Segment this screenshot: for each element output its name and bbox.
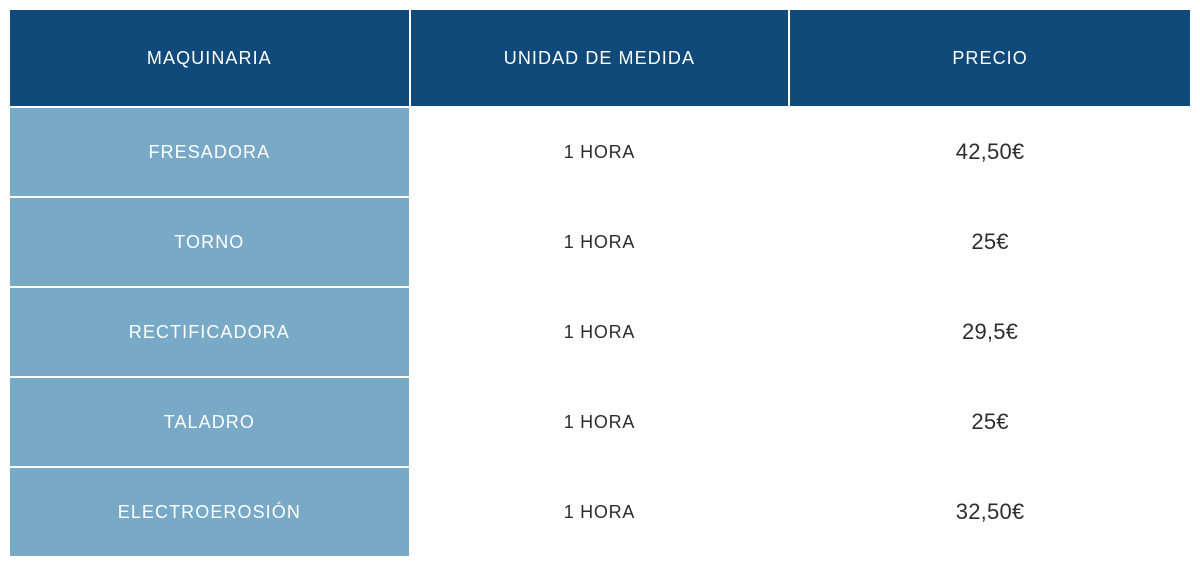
table-row: TALADRO 1 HORA 25€	[10, 378, 1190, 466]
cell-precio: 25€	[790, 378, 1190, 466]
header-maquinaria: MAQUINARIA	[10, 10, 409, 106]
table-row: RECTIFICADORA 1 HORA 29,5€	[10, 288, 1190, 376]
cell-maquinaria: ELECTROEROSIÓN	[10, 468, 409, 556]
table-row: TORNO 1 HORA 25€	[10, 198, 1190, 286]
cell-precio: 29,5€	[790, 288, 1190, 376]
cell-maquinaria: TORNO	[10, 198, 409, 286]
cell-precio: 42,50€	[790, 108, 1190, 196]
header-unidad: UNIDAD DE MEDIDA	[411, 10, 788, 106]
cell-unidad: 1 HORA	[411, 288, 788, 376]
cell-maquinaria: TALADRO	[10, 378, 409, 466]
cell-unidad: 1 HORA	[411, 378, 788, 466]
table-header-row: MAQUINARIA UNIDAD DE MEDIDA PRECIO	[10, 10, 1190, 106]
cell-unidad: 1 HORA	[411, 198, 788, 286]
cell-maquinaria: RECTIFICADORA	[10, 288, 409, 376]
cell-unidad: 1 HORA	[411, 108, 788, 196]
cell-precio: 32,50€	[790, 468, 1190, 556]
cell-unidad: 1 HORA	[411, 468, 788, 556]
cell-precio: 25€	[790, 198, 1190, 286]
table-row: FRESADORA 1 HORA 42,50€	[10, 108, 1190, 196]
table-row: ELECTROEROSIÓN 1 HORA 32,50€	[10, 468, 1190, 556]
header-precio: PRECIO	[790, 10, 1190, 106]
cell-maquinaria: FRESADORA	[10, 108, 409, 196]
machinery-pricing-table: MAQUINARIA UNIDAD DE MEDIDA PRECIO FRESA…	[8, 8, 1192, 558]
